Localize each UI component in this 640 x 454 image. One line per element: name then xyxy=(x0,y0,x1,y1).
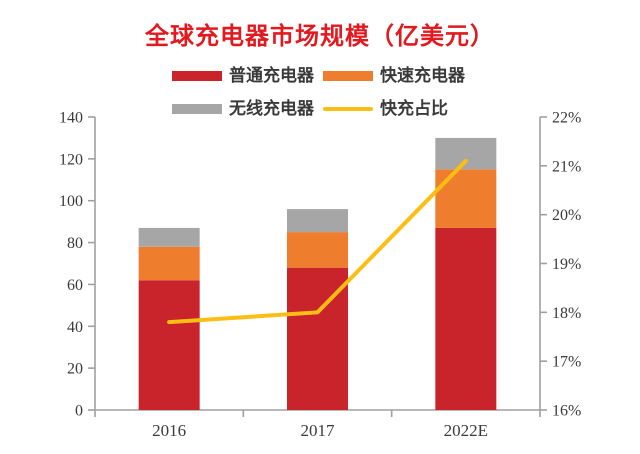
left-axis-tick-label: 0 xyxy=(75,403,83,420)
legend-label-ordinary-charger: 普通充电器 xyxy=(229,66,314,85)
legend-swatch-fast-charger xyxy=(323,71,373,81)
bar-segment-2022E xyxy=(435,227,497,410)
right-axis-tick-label: 19% xyxy=(552,256,581,273)
left-axis-tick-label: 100 xyxy=(59,193,83,210)
right-axis-tick-label: 16% xyxy=(552,403,581,420)
legend-label-fast-charge-ratio: 快充占比 xyxy=(380,99,448,118)
left-axis-tick-label: 80 xyxy=(67,235,83,252)
right-axis-tick-label: 22% xyxy=(552,110,581,127)
legend-label-wireless-charger: 无线充电器 xyxy=(229,99,314,118)
right-axis-tick-label: 17% xyxy=(552,354,581,371)
chart-title: 全球充电器市场规模（亿美元） xyxy=(145,23,495,50)
x-axis-category-label: 2016 xyxy=(152,421,186,440)
right-axis-tick-label: 20% xyxy=(552,207,581,224)
legend-swatch-wireless-charger xyxy=(172,104,222,114)
fast-charge-ratio-line xyxy=(167,158,468,325)
bar-segment-2017 xyxy=(287,209,348,233)
legend-row-1: 普通充电器 快速充电器 xyxy=(172,64,474,88)
right-axis-tick-label: 21% xyxy=(552,158,581,175)
legend-row-2: 无线充电器 快充占比 xyxy=(172,97,474,121)
bar-segment-2022E xyxy=(435,137,497,170)
bar-segment-2017 xyxy=(287,232,348,268)
right-axis-tick-label: 18% xyxy=(552,305,581,322)
bar-segment-2022E xyxy=(435,169,497,228)
chart-legend: 普通充电器 快速充电器 无线充电器 快充占比 xyxy=(172,64,474,130)
legend-swatch-ordinary-charger xyxy=(172,71,222,81)
legend-label-fast-charger: 快速充电器 xyxy=(380,66,465,85)
bar-segment-2016 xyxy=(138,227,200,247)
left-axis-tick-label: 40 xyxy=(67,319,83,336)
left-axis-tick-label: 140 xyxy=(59,110,83,127)
left-axis-tick-label: 60 xyxy=(67,277,83,294)
x-axis-category-label: 2017 xyxy=(301,421,336,440)
legend-swatch-fast-charge-ratio-line xyxy=(323,107,373,111)
x-axis-category-label: 2022E xyxy=(444,421,488,440)
left-axis-tick-label: 120 xyxy=(59,151,83,168)
bar-segment-2016 xyxy=(138,246,200,281)
left-axis-tick-label: 20 xyxy=(67,361,83,378)
bar-segment-2016 xyxy=(138,280,200,410)
